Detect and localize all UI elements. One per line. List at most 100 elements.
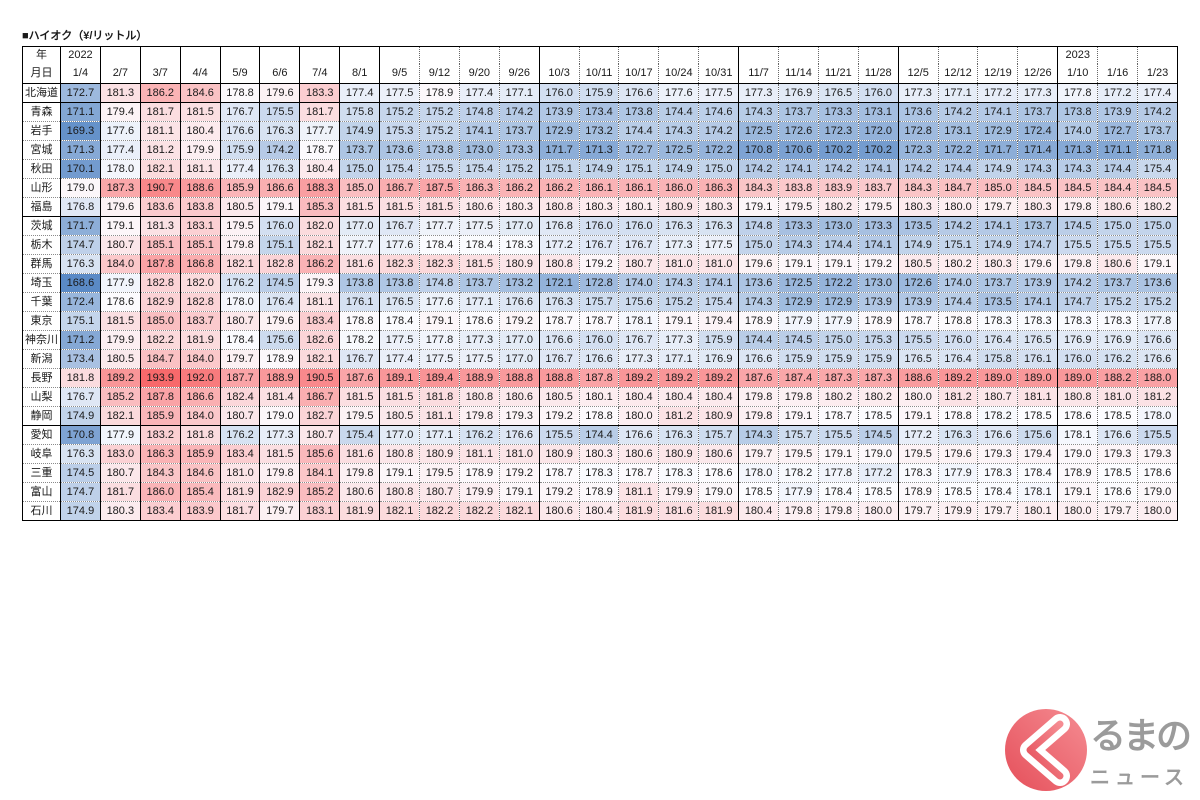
prefecture-label: 宮城: [22, 140, 61, 160]
price-cell: 179.1: [897, 406, 939, 426]
date-header-cell: 12/19: [977, 64, 1019, 84]
year-header-cell: [897, 46, 939, 64]
price-cell: 174.2: [897, 159, 939, 179]
price-cell: 179.9: [658, 482, 700, 502]
price-cell: 179.0: [259, 406, 301, 426]
price-cell: 175.7: [778, 425, 819, 445]
price-cell: 173.6: [738, 273, 780, 293]
price-cell: 173.2: [498, 273, 540, 293]
price-cell: 178.4: [977, 482, 1019, 502]
price-cell: 178.0: [738, 463, 780, 483]
price-cell: 180.8: [1057, 387, 1099, 407]
year-header-cell: [658, 46, 700, 64]
prefecture-label: 静岡: [22, 406, 61, 426]
price-cell: 179.8: [1057, 254, 1099, 274]
price-cell: 174.4: [817, 235, 859, 255]
price-cell: 181.2: [937, 387, 979, 407]
price-cell: 174.4: [738, 330, 780, 350]
price-cell: 177.5: [379, 330, 421, 350]
price-cell: 181.0: [1097, 387, 1139, 407]
price-cell: 180.3: [897, 197, 939, 217]
price-cell: 175.3: [857, 330, 899, 350]
price-cell: 182.6: [299, 330, 341, 350]
price-cell: 180.5: [538, 387, 580, 407]
price-cell: 176.5: [897, 349, 939, 369]
price-cell: 175.5: [1137, 235, 1178, 255]
price-cell: 177.5: [698, 83, 740, 103]
price-cell: 179.8: [458, 406, 500, 426]
price-cell: 177.8: [419, 330, 460, 350]
price-cell: 182.1: [299, 235, 341, 255]
price-cell: 173.9: [897, 292, 939, 312]
price-cell: 173.2: [578, 121, 620, 141]
price-cell: 173.7: [1137, 121, 1178, 141]
price-cell: 175.5: [419, 159, 460, 179]
price-cell: 176.6: [538, 330, 580, 350]
price-cell: 178.7: [538, 463, 580, 483]
price-cell: 186.3: [698, 178, 740, 198]
price-cell: 175.7: [698, 425, 740, 445]
logo-chevron-inner: [1026, 720, 1064, 780]
price-cell: 173.1: [937, 121, 979, 141]
price-cell: 178.7: [618, 463, 660, 483]
price-cell: 181.6: [339, 444, 381, 464]
price-cell: 184.5: [1017, 178, 1059, 198]
price-cell: 185.9: [219, 178, 261, 198]
price-cell: 188.6: [897, 368, 939, 388]
price-cell: 174.9: [60, 406, 101, 426]
price-cell: 177.3: [458, 330, 500, 350]
price-cell: 180.8: [379, 482, 421, 502]
price-cell: 173.6: [897, 102, 939, 122]
price-cell: 186.2: [538, 178, 580, 198]
year-header-cell: [419, 46, 460, 64]
price-cell: 178.1: [1017, 482, 1059, 502]
price-cell: 184.3: [139, 463, 181, 483]
price-cell: 180.9: [698, 406, 740, 426]
price-cell: 178.9: [259, 349, 301, 369]
price-cell: 176.8: [538, 216, 580, 236]
price-cell: 178.1: [618, 311, 660, 331]
price-cell: 179.5: [778, 444, 819, 464]
price-cell: 176.7: [618, 235, 660, 255]
price-cell: 176.8: [60, 197, 101, 217]
price-cell: 184.0: [99, 254, 141, 274]
price-cell: 181.9: [618, 501, 660, 521]
price-cell: 189.2: [698, 368, 740, 388]
price-cell: 174.0: [618, 273, 660, 293]
price-cell: 178.3: [1097, 311, 1139, 331]
price-cell: 179.0: [1057, 444, 1099, 464]
price-cell: 179.2: [538, 482, 580, 502]
price-cell: 176.3: [937, 425, 979, 445]
price-cell: 176.3: [259, 159, 301, 179]
price-cell: 175.7: [578, 292, 620, 312]
price-cell: 186.0: [658, 178, 700, 198]
price-cell: 175.5: [1137, 425, 1178, 445]
price-cell: 183.0: [99, 444, 141, 464]
date-header-cell: 1/4: [60, 64, 101, 84]
date-header-cell: 1/10: [1057, 64, 1099, 84]
price-cell: 179.7: [1097, 501, 1139, 521]
price-cell: 189.2: [658, 368, 700, 388]
price-cell: 180.7: [419, 482, 460, 502]
price-cell: 176.6: [578, 349, 620, 369]
price-cell: 176.2: [1097, 349, 1139, 369]
price-cell: 178.5: [937, 482, 979, 502]
price-cell: 182.0: [299, 216, 341, 236]
price-cell: 177.2: [538, 235, 580, 255]
price-cell: 182.1: [379, 501, 421, 521]
price-cell: 173.3: [778, 216, 819, 236]
price-cell: 184.7: [139, 349, 181, 369]
price-cell: 184.0: [179, 349, 221, 369]
price-cell: 179.1: [498, 482, 540, 502]
price-cell: 181.5: [419, 197, 460, 217]
price-cell: 189.0: [977, 368, 1019, 388]
price-cell: 174.2: [738, 159, 780, 179]
year-header-cell: [817, 46, 859, 64]
price-cell: 175.1: [60, 311, 101, 331]
price-cell: 176.6: [498, 425, 540, 445]
price-cell: 178.9: [738, 311, 780, 331]
price-cell: 178.0: [219, 292, 261, 312]
price-cell: 178.3: [977, 311, 1019, 331]
price-cell: 178.9: [578, 482, 620, 502]
price-cell: 174.6: [698, 102, 740, 122]
